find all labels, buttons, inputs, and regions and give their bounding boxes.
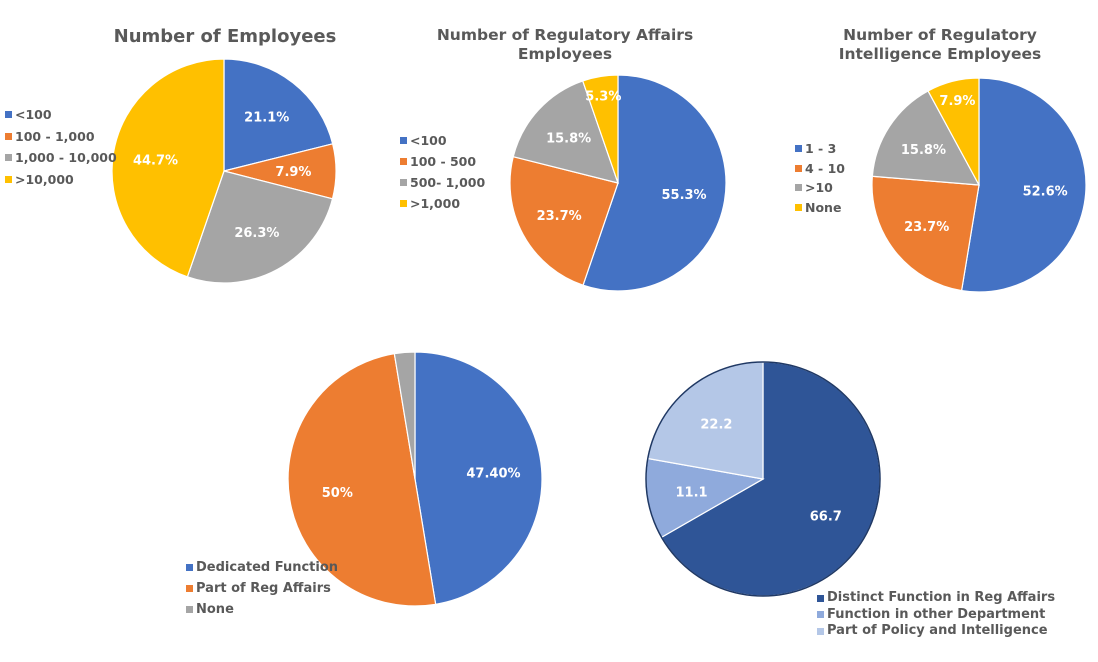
chart-2-slice-1 <box>582 74 727 292</box>
chart-3-slice-1 <box>960 77 1087 293</box>
legend-label: 100 - 500 <box>410 154 477 169</box>
legend-item: Part of Reg Affairs <box>186 578 338 599</box>
legend-label: >1,000 <box>410 196 461 211</box>
legend-label: >10,000 <box>15 171 74 187</box>
legend-swatch <box>817 594 824 602</box>
legend-label: <100 <box>15 107 52 122</box>
chart-2-data-label-3: 15.8% <box>546 132 591 147</box>
legend-swatch <box>817 627 824 635</box>
chart-5-data-label-2: 11.1 <box>676 485 708 500</box>
legend-item: None <box>795 198 845 218</box>
chart-3-slice-2 <box>871 175 980 292</box>
legend-swatch <box>186 564 193 571</box>
chart-4-legend: Dedicated Function Part of Reg Affairs Non… <box>186 557 338 620</box>
legend-item: <100 <box>5 104 117 126</box>
legend-label: <100 <box>410 133 447 148</box>
legend-swatch <box>400 200 407 207</box>
chart-2-data-label-2: 23.7% <box>537 209 582 224</box>
legend-swatch <box>795 184 802 192</box>
legend-swatch <box>817 611 824 619</box>
legend-item: Dedicated Function <box>186 557 338 578</box>
chart-4-data-label-1: 47.40% <box>466 467 520 482</box>
chart-2-slice-4 <box>581 74 619 184</box>
legend-item: None <box>186 599 338 620</box>
legend-swatch <box>5 175 12 183</box>
chart-1-data-label-3: 26.3% <box>234 226 279 241</box>
legend-label: 1 - 3 <box>805 141 837 156</box>
chart-4-data-label-3: 2.60% <box>381 334 426 349</box>
legend-swatch <box>400 158 407 165</box>
legend-label: Function in other Department <box>827 606 1046 622</box>
chart-4-slice-3 <box>393 351 416 480</box>
legend-swatch <box>795 203 802 211</box>
chart-1-data-label-4: 44.7% <box>133 153 178 168</box>
chart-3-legend: 1 - 3 4 - 10 >10 None <box>795 139 845 217</box>
legend-item: <100 <box>400 130 485 151</box>
chart-3-title: Number of Regulatory Intelligence Employ… <box>838 26 1042 63</box>
legend-label: Part of Reg Affairs <box>196 581 331 596</box>
legend-item: 500- 1,000 <box>400 172 485 193</box>
legend-swatch <box>795 164 802 172</box>
legend-label: Dedicated Function <box>196 560 339 575</box>
chart-1-title: Number of Employees <box>113 26 337 47</box>
legend-label: Part of Policy and Intelligence <box>827 623 1048 638</box>
legend-item: Part of Policy and Intelligence <box>817 623 1055 640</box>
legend-swatch <box>5 154 12 162</box>
legend-label: 4 - 10 <box>805 160 845 176</box>
chart-1-slice-3 <box>186 170 334 284</box>
legend-swatch <box>186 585 193 592</box>
legend-item: 1 - 3 <box>795 139 845 159</box>
legend-swatch <box>795 145 802 153</box>
chart-5-data-label-1: 66.7 <box>810 509 842 524</box>
chart-1-data-label-2: 7.9% <box>275 165 311 180</box>
legend-item: 100 - 500 <box>400 151 485 172</box>
legend-label: 100 - 1,000 <box>15 128 95 144</box>
legend-swatch <box>400 179 407 186</box>
chart-3-data-label-1: 52.6% <box>1023 184 1068 199</box>
legend-swatch <box>5 111 12 119</box>
chart-1-slice-1 <box>223 58 334 172</box>
chart-5-legend: Distinct Function in Reg Affairs Function… <box>817 590 1055 640</box>
legend-label: None <box>805 199 842 215</box>
chart-5-data-label-3: 22.2 <box>700 417 732 432</box>
chart-1-legend: <100 100 - 1,000 1,000 - 10,000 >10,000 <box>5 104 117 190</box>
chart-2-data-label-1: 55.3% <box>661 188 706 203</box>
legend-item: >10,000 <box>5 169 117 191</box>
chart-2-slice-3 <box>512 80 619 184</box>
chart-1-data-label-1: 21.1% <box>244 110 289 125</box>
legend-item: >1,000 <box>400 193 485 214</box>
chart-2-data-label-4: 5.3% <box>585 90 621 105</box>
legend-item: 4 - 10 <box>795 159 845 179</box>
legend-item: 100 - 1,000 <box>5 126 117 148</box>
chart-4-slice-2 <box>287 352 437 607</box>
legend-swatch <box>186 606 193 613</box>
chart-5-outline <box>645 361 881 597</box>
chart-1-slice-4 <box>111 58 225 278</box>
chart-3-data-label-3: 15.8% <box>901 143 946 158</box>
chart-3-data-label-2: 23.7% <box>904 220 949 235</box>
legend-item: >10 <box>795 178 845 198</box>
legend-item: Distinct Function in Reg Affairs <box>817 590 1055 607</box>
legend-label: 1,000 - 10,000 <box>15 150 117 165</box>
chart-3-slice-3 <box>871 90 981 186</box>
chart-2-legend: <100 100 - 500 500- 1,000 >1,000 <box>400 130 485 214</box>
legend-swatch <box>400 137 407 144</box>
legend-label: None <box>196 602 234 617</box>
legend-label: >10 <box>805 180 833 195</box>
chart-3-data-label-4: 7.9% <box>939 94 975 109</box>
legend-item: Function in other Department <box>817 607 1055 624</box>
chart-2-slice-2 <box>509 155 619 286</box>
legend-swatch <box>5 132 12 140</box>
chart-2-title: Number of Regulatory Affairs Employees <box>436 26 694 63</box>
chart-4-data-label-2: 50% <box>322 486 353 501</box>
legend-item: 1,000 - 10,000 <box>5 147 117 169</box>
legend-label: Distinct Function in Reg Affairs <box>827 590 1056 605</box>
chart-4-slice-1 <box>414 351 543 605</box>
legend-label: 500- 1,000 <box>410 175 486 190</box>
chart-3-slice-4 <box>927 77 980 186</box>
